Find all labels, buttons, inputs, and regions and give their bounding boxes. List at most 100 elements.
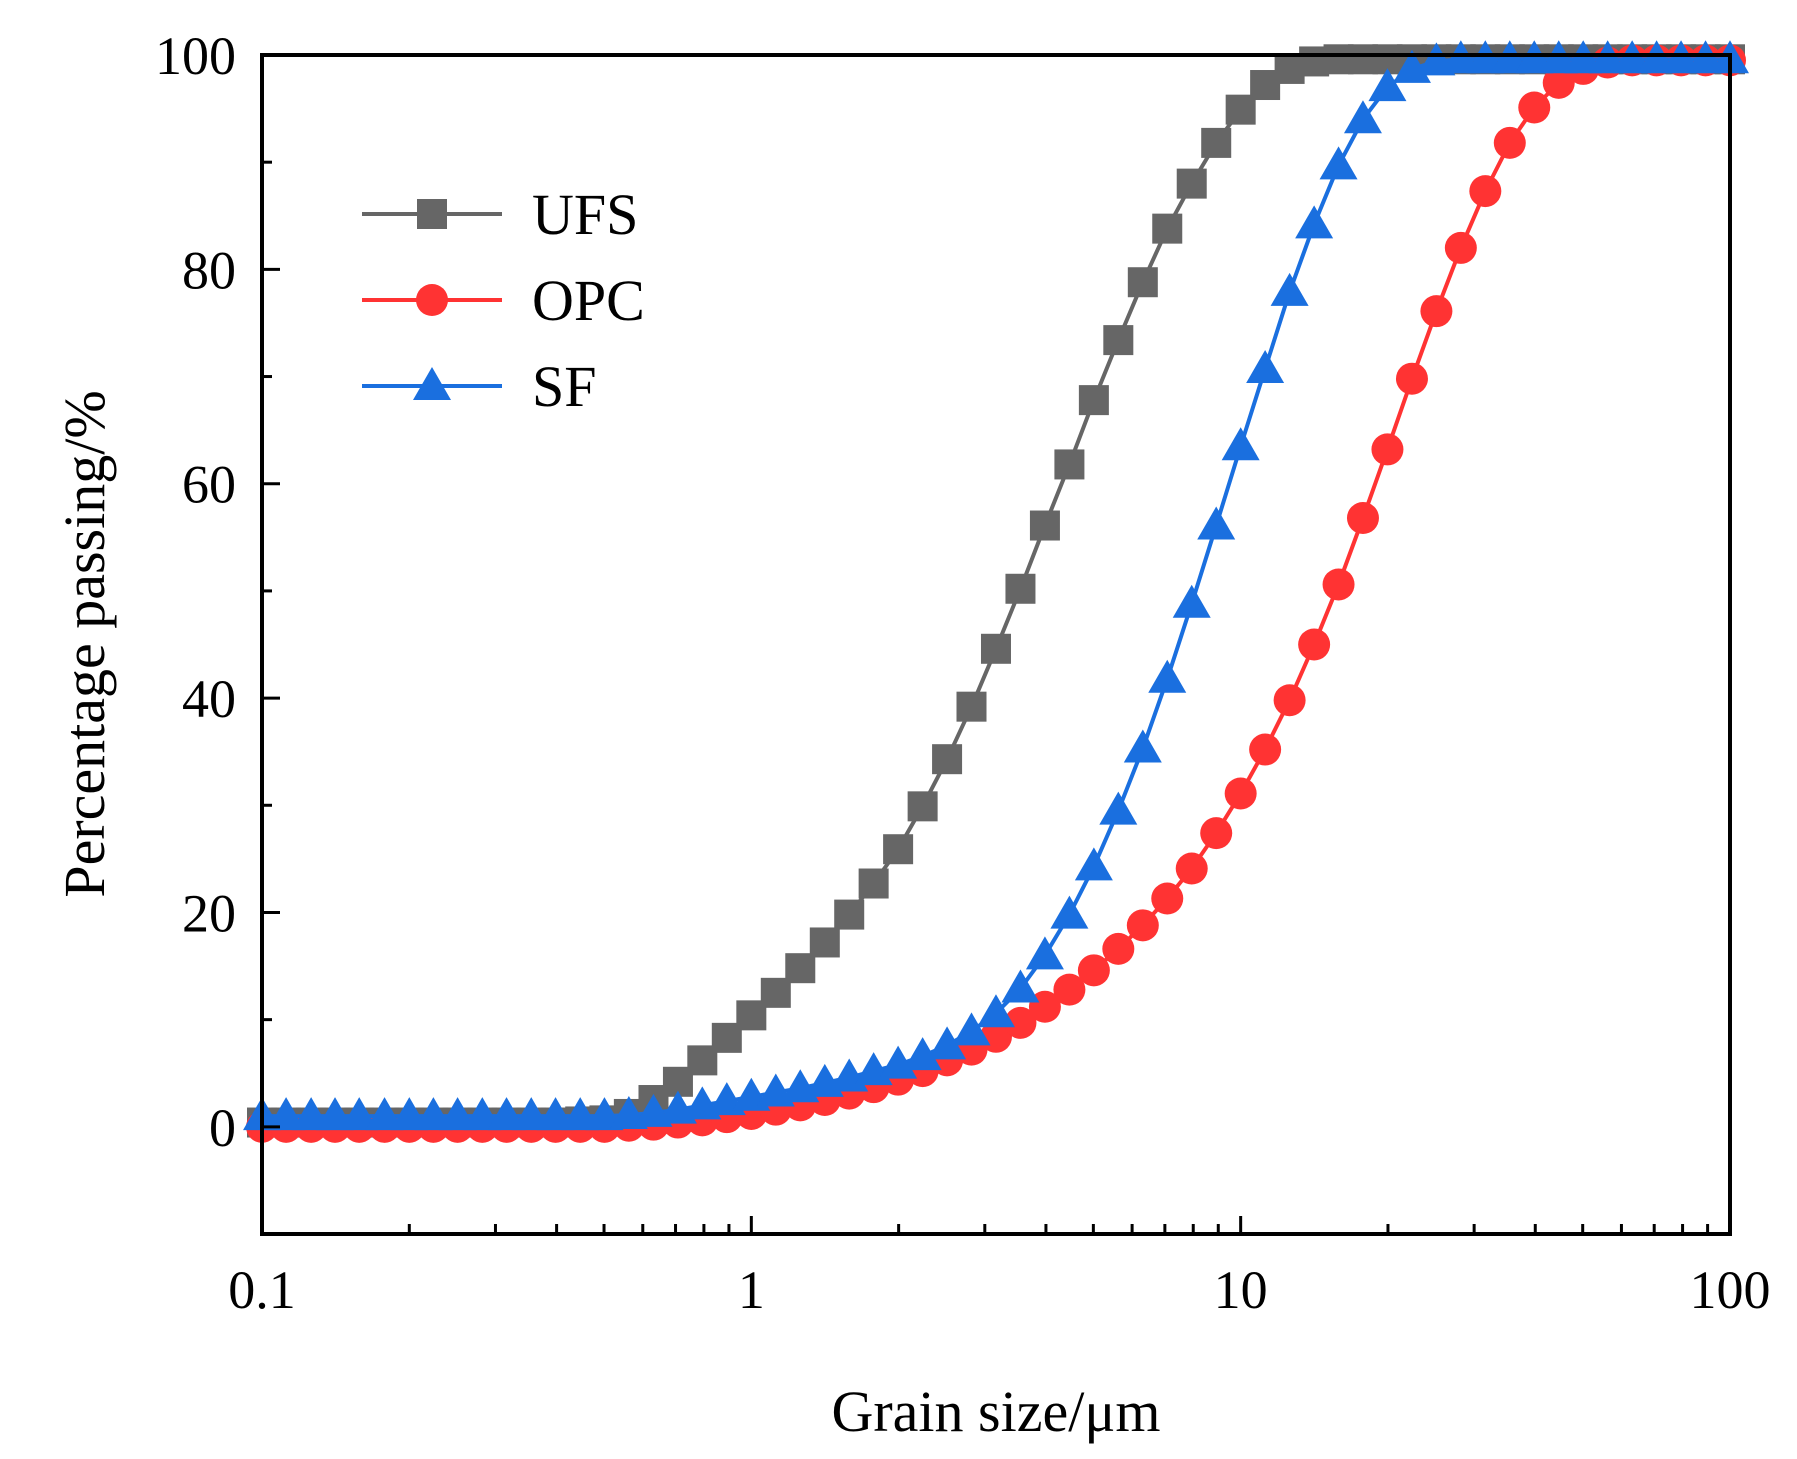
sf-point — [365, 1097, 404, 1131]
legend-marker-opc — [416, 284, 448, 316]
legend-marker-sf — [413, 367, 451, 400]
opc-point — [1273, 684, 1306, 717]
sf-point — [1343, 100, 1382, 134]
legend-label-sf: SF — [532, 354, 597, 419]
sf-point — [1001, 969, 1040, 1003]
opc-point — [1542, 66, 1575, 99]
sf-point — [292, 1097, 331, 1131]
sf-point — [928, 1026, 967, 1060]
sf-point — [903, 1037, 942, 1071]
opc-point — [1126, 909, 1159, 942]
opc-point — [1420, 295, 1453, 328]
legend-marker-ufs — [417, 199, 447, 229]
opc-point — [1249, 733, 1282, 766]
ufs-point — [883, 834, 914, 865]
x-tick-label: 100 — [1690, 1260, 1771, 1320]
y-tick-label: 100 — [155, 26, 236, 86]
opc-point — [1371, 433, 1404, 466]
sf-point — [1123, 729, 1162, 763]
y-tick-label: 20 — [182, 883, 236, 943]
x-axis-title: Grain size/μm — [831, 1379, 1160, 1444]
ufs-point — [1103, 325, 1134, 356]
sf-point — [536, 1097, 575, 1131]
sf-point — [585, 1097, 624, 1131]
x-tick-label: 0.1 — [228, 1260, 296, 1320]
opc-point — [1004, 1006, 1037, 1039]
ufs-point — [1201, 127, 1232, 158]
opc-point — [1077, 954, 1110, 987]
series-ufs — [247, 44, 1745, 1138]
series-layer — [243, 40, 1749, 1143]
sf-point — [976, 994, 1015, 1028]
opc-point — [1200, 817, 1233, 850]
sf-point — [316, 1097, 355, 1131]
opc-point — [1224, 777, 1257, 810]
sf-point — [1099, 791, 1138, 825]
opc-point — [1493, 126, 1526, 159]
opc-point — [1053, 973, 1086, 1006]
sf-point — [1050, 895, 1089, 929]
y-tick-label: 0 — [209, 1098, 236, 1158]
sf-point — [1074, 847, 1113, 881]
sf-point — [1172, 584, 1211, 618]
y-tick-label: 80 — [182, 240, 236, 300]
ufs-point — [1078, 385, 1109, 416]
sf-point — [1368, 68, 1407, 102]
sf-point — [561, 1097, 600, 1131]
opc-point — [1346, 502, 1379, 535]
sf-point — [1319, 146, 1358, 180]
ufs-point — [932, 744, 963, 775]
opc-point — [1151, 882, 1184, 915]
ufs-point — [1029, 510, 1060, 541]
sf-point — [1025, 936, 1064, 970]
sf-point — [438, 1097, 477, 1131]
sf-point — [1295, 205, 1334, 239]
axis-ticks: 0.1 1 10 100 0 20 40 60 80 100 — [155, 26, 1771, 1320]
sf-point — [414, 1097, 453, 1131]
x-tick-label: 1 — [738, 1260, 765, 1320]
opc-point — [1469, 175, 1502, 208]
y-tick-label: 40 — [182, 669, 236, 729]
ufs-point — [1176, 168, 1207, 199]
sf-point — [879, 1045, 918, 1079]
legend-item-sf: SF — [362, 354, 597, 419]
sf-point — [390, 1097, 429, 1131]
y-tick-label: 60 — [182, 455, 236, 515]
ufs-point — [834, 899, 865, 930]
sf-line — [262, 57, 1730, 1119]
sf-point — [1148, 659, 1187, 693]
sf-point — [1197, 506, 1236, 540]
ufs-point — [1127, 267, 1158, 298]
opc-line — [262, 58, 1730, 1129]
y-axis-title: Percentage passing/% — [52, 390, 117, 897]
sf-point — [952, 1012, 991, 1046]
sf-point — [463, 1097, 502, 1131]
ufs-point — [956, 691, 987, 722]
legend-item-ufs: UFS — [362, 182, 638, 247]
opc-point — [1322, 568, 1355, 601]
sf-point — [1221, 427, 1260, 461]
ufs-point — [785, 953, 816, 984]
opc-point — [1298, 628, 1331, 661]
series-sf — [243, 40, 1749, 1131]
series-opc — [246, 44, 1746, 1143]
sf-point — [1246, 350, 1285, 384]
sf-point — [340, 1097, 379, 1131]
legend: UFS OPC SF — [362, 182, 645, 419]
sf-point — [512, 1097, 551, 1131]
opc-point — [1444, 231, 1477, 264]
opc-point — [1518, 91, 1551, 124]
ufs-point — [858, 868, 889, 899]
opc-point — [1175, 852, 1208, 885]
opc-point — [1395, 362, 1428, 395]
ufs-point — [1152, 213, 1183, 244]
ufs-point — [980, 633, 1011, 664]
ufs-point — [907, 791, 938, 822]
legend-item-opc: OPC — [362, 268, 645, 333]
ufs-point — [809, 927, 840, 958]
opc-point — [1102, 932, 1135, 965]
ufs-point — [1054, 449, 1085, 480]
sf-point — [487, 1097, 526, 1131]
ufs-point — [1005, 573, 1036, 604]
